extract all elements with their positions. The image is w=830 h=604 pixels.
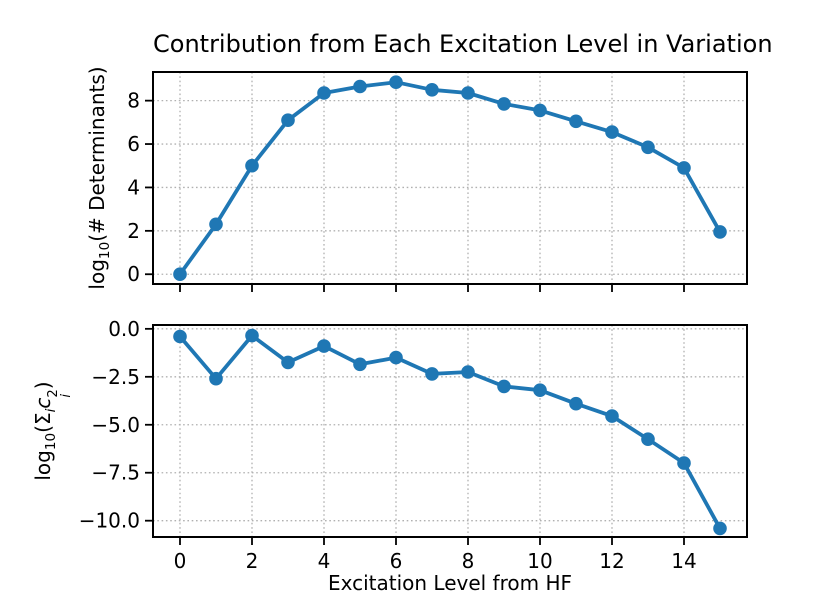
axes-frame: [152, 324, 748, 538]
x-tick-label: 4: [318, 549, 331, 573]
chart-title: Contribution from Each Excitation Level …: [153, 30, 773, 58]
x-tick-label: 10: [527, 549, 552, 573]
data-point-marker: [353, 357, 367, 372]
data-point-marker: [641, 432, 655, 447]
y-tick-label: −7.5: [91, 461, 140, 485]
data-point-marker: [497, 97, 511, 111]
label-fragment: log: [31, 450, 55, 481]
axes-frame: [152, 71, 748, 285]
y-tick-label: 4: [127, 175, 140, 199]
data-point-marker: [713, 521, 727, 536]
y-tick-label: −10.0: [79, 509, 140, 533]
data-point-marker: [569, 396, 583, 411]
data-point-marker: [245, 328, 259, 343]
y-tick-label: −2.5: [91, 365, 140, 389]
y-tick-label: 0: [127, 262, 140, 286]
label-fragment: (Σ: [31, 412, 55, 433]
data-point-marker: [605, 409, 619, 423]
data-point-marker: [173, 267, 187, 282]
x-tick-label: 2: [246, 549, 259, 573]
data-point-marker: [677, 456, 691, 470]
y-tick-label: −5.0: [91, 413, 140, 437]
y-tick-label: 2: [127, 219, 140, 243]
x-tick-label: 8: [462, 549, 475, 573]
data-point-marker: [389, 350, 403, 365]
y-tick-label: 0.0: [108, 317, 140, 341]
data-point-marker: [569, 114, 583, 129]
data-point-marker: [677, 161, 691, 175]
data-point-marker: [353, 79, 367, 94]
data-point-marker: [173, 329, 187, 344]
data-point-marker: [425, 367, 439, 381]
y-tick-label: 8: [127, 89, 140, 113]
data-point-marker: [461, 365, 475, 379]
data-point-marker: [317, 86, 331, 100]
data-point-marker: [425, 83, 439, 97]
x-tick-label: 6: [390, 549, 403, 573]
x-axis-label: Excitation Level from HF: [327, 571, 573, 595]
data-point-marker: [245, 158, 259, 173]
series-line: [178, 333, 722, 531]
data-point-marker: [209, 371, 223, 386]
y-axis-label-top: log10(# Determinants): [85, 66, 113, 289]
data-point-marker: [713, 225, 727, 239]
data-point-marker: [281, 113, 295, 127]
data-point-marker: [209, 217, 223, 232]
label-fragment: log: [85, 259, 109, 290]
data-point-marker: [641, 140, 655, 155]
data-point-marker: [389, 75, 403, 89]
data-point-marker: [533, 103, 547, 118]
label-fragment: (# Determinants): [85, 66, 109, 242]
data-point-marker: [281, 355, 295, 370]
label-fragment: 10: [97, 241, 113, 260]
y-tick-label: 6: [127, 132, 140, 156]
label-fragment: 10: [43, 432, 59, 451]
label-fragment: c: [31, 397, 55, 409]
data-point-marker: [461, 86, 475, 100]
x-tick-label: 0: [174, 549, 187, 573]
label-fragment: i: [43, 408, 59, 413]
x-tick-label: 14: [671, 549, 696, 573]
label-fragment: ): [31, 381, 55, 390]
x-tick-label: 12: [599, 549, 624, 573]
y-axis-label-bottom: log10(Σic 2 i): [31, 381, 74, 481]
data-point-marker: [317, 339, 331, 353]
data-point-marker: [533, 383, 547, 398]
series-line: [178, 80, 722, 277]
data-point-marker: [605, 125, 619, 139]
data-point-marker: [497, 379, 511, 394]
